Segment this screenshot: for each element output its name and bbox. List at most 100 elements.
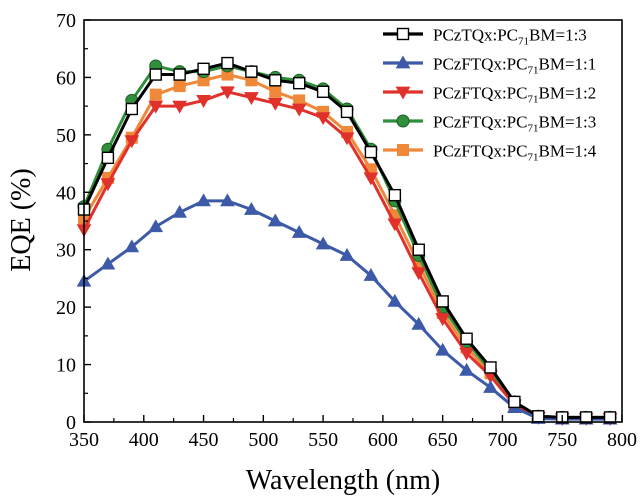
series-line: [82, 64, 611, 419]
y-tick-label: 0: [66, 412, 76, 434]
data-point: [197, 62, 210, 76]
data-point: [411, 316, 427, 330]
x-tick-label: 450: [189, 429, 219, 451]
data-point: [172, 204, 188, 218]
data-point: [435, 342, 451, 356]
data-point: [396, 27, 410, 41]
legend-item: PCzFTQx:PC71BM=1:4: [383, 142, 597, 164]
data-point: [483, 380, 498, 393]
data-point: [484, 361, 497, 374]
data-point: [339, 132, 355, 146]
data-point: [293, 76, 306, 90]
data-point: [245, 65, 258, 78]
data-point: [396, 114, 410, 128]
x-tick-label: 800: [607, 429, 637, 451]
data-point: [269, 74, 282, 87]
x-tick-label: 600: [368, 429, 398, 451]
data-series: [76, 193, 618, 425]
y-axis-ticks: 0 10 20 30 40 50 60 70: [56, 10, 91, 434]
data-point: [291, 103, 307, 117]
data-point: [388, 188, 402, 202]
data-point: [459, 362, 474, 376]
legend-item: PCzFTQx:PC71BM=1:1: [383, 55, 596, 77]
y-tick-label: 10: [56, 355, 76, 377]
legend-label: PCzFTQx:PC71BM=1:1: [433, 55, 596, 77]
data-point: [364, 145, 378, 159]
data-point: [173, 68, 186, 81]
data-point: [412, 243, 425, 256]
data-point: [316, 85, 330, 98]
legend-label: PCzTQx:PC71BM=1:3: [433, 26, 587, 48]
data-point: [173, 80, 186, 93]
data-point: [460, 332, 473, 345]
data-point: [411, 267, 427, 281]
data-point: [387, 293, 403, 307]
legend-label: PCzFTQx:PC71BM=1:4: [433, 142, 597, 164]
data-point: [459, 347, 474, 361]
x-axis-label: Wavelength (nm): [246, 465, 440, 496]
data-point: [244, 92, 259, 106]
data-series: [77, 56, 617, 424]
series-line: [83, 199, 611, 421]
data-point: [269, 85, 282, 98]
data-point: [196, 95, 211, 108]
x-tick-label: 400: [129, 429, 159, 451]
y-tick-label: 40: [56, 182, 76, 204]
data-point: [267, 213, 283, 227]
y-tick-label: 50: [56, 125, 76, 147]
data-point: [340, 105, 354, 119]
data-point: [395, 86, 411, 100]
data-point: [435, 313, 451, 327]
legend-item: PCzTQx:PC71BM=1:3: [383, 26, 587, 48]
data-point: [101, 151, 115, 165]
legend-label: PCzFTQx:PC71BM=1:3: [433, 113, 596, 135]
data-point: [387, 218, 403, 232]
data-point: [267, 97, 283, 111]
data-point: [508, 395, 521, 409]
data-point: [220, 193, 235, 207]
data-point: [124, 135, 140, 149]
y-axis-label: EQE (%): [6, 168, 37, 271]
plot-content: [76, 56, 618, 427]
data-point: [220, 86, 235, 100]
data-point: [603, 411, 617, 424]
data-point: [244, 202, 259, 215]
data-point: [149, 88, 162, 101]
x-axis-ticks: 350 400 450 500 550 600 650 700 750 800: [69, 415, 637, 451]
data-point: [100, 178, 116, 192]
x-tick-label: 350: [69, 429, 99, 451]
y-tick-label: 20: [56, 297, 76, 319]
data-point: [339, 247, 355, 261]
data-point: [149, 68, 162, 81]
data-point: [363, 268, 379, 281]
data-point: [221, 56, 234, 70]
legend: PCzTQx:PC71BM=1:3 PCzFTQx:PC71BM=1:1 PCzFT…: [383, 26, 597, 164]
data-point: [315, 112, 331, 126]
y-tick-label: 60: [56, 67, 76, 89]
y-tick-label: 70: [56, 10, 76, 32]
data-point: [291, 224, 307, 238]
x-tick-label: 550: [308, 429, 338, 451]
data-point: [532, 410, 545, 423]
y-tick-label: 30: [56, 240, 76, 262]
data-point: [397, 144, 409, 156]
data-point: [148, 219, 164, 233]
data-point: [124, 239, 140, 253]
data-point: [363, 172, 379, 186]
legend-item: PCzFTQx:PC71BM=1:3: [383, 113, 596, 135]
legend-label: PCzFTQx:PC71BM=1:2: [433, 84, 596, 106]
x-tick-label: 650: [428, 429, 458, 451]
x-tick-label: 750: [547, 429, 577, 451]
data-point: [395, 55, 411, 69]
data-point: [436, 295, 449, 308]
data-point: [148, 100, 164, 114]
x-tick-label: 700: [487, 429, 517, 451]
legend-item: PCzFTQx:PC71BM=1:2: [383, 84, 596, 106]
data-point: [196, 193, 211, 207]
data-point: [100, 256, 116, 270]
data-point: [315, 236, 331, 250]
data-point: [172, 100, 188, 114]
x-tick-label: 500: [248, 429, 278, 451]
data-point: [125, 102, 139, 116]
